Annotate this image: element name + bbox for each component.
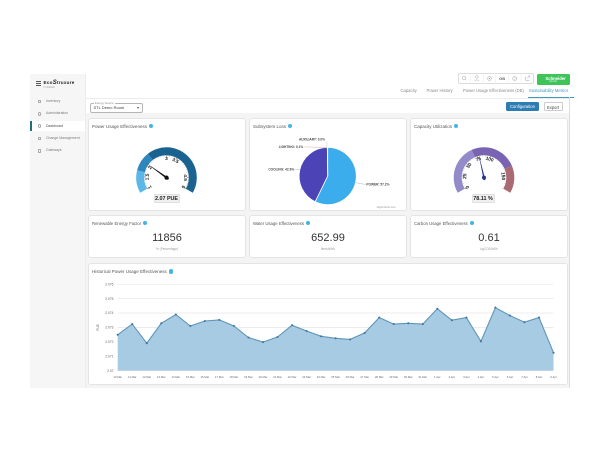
svg-text:0: 0	[464, 184, 471, 190]
svg-text:2.076: 2.076	[105, 282, 113, 286]
svg-text:20 Mar: 20 Mar	[259, 375, 268, 379]
svg-text:LIGHTING: 0.1%: LIGHTING: 0.1%	[279, 145, 304, 149]
svg-text:150: 150	[499, 172, 506, 181]
svg-text:75: 75	[475, 156, 482, 163]
svg-text:14 Mar: 14 Mar	[171, 375, 180, 379]
svg-text:2.074: 2.074	[105, 311, 113, 315]
svg-text:3: 3	[165, 156, 168, 162]
svg-text:2.072: 2.072	[105, 340, 113, 344]
svg-text:2.07: 2.07	[107, 369, 114, 373]
svg-text:2.071: 2.071	[105, 354, 113, 358]
svg-text:21 Mar: 21 Mar	[273, 375, 282, 379]
svg-text:17 Mar: 17 Mar	[215, 375, 224, 379]
svg-text:1 Apr: 1 Apr	[434, 375, 441, 379]
svg-text:15 Mar: 15 Mar	[186, 375, 195, 379]
svg-text:23 Mar: 23 Mar	[302, 375, 311, 379]
svg-text:6: 6	[179, 184, 186, 190]
svg-text:16 Mar: 16 Mar	[201, 375, 210, 379]
svg-text:24 Mar: 24 Mar	[317, 375, 326, 379]
svg-text:25 Mar: 25 Mar	[331, 375, 340, 379]
svg-text:100: 100	[485, 156, 495, 164]
svg-text:GB: GB	[499, 76, 505, 81]
svg-text:4 Apr: 4 Apr	[478, 375, 485, 379]
svg-text:2 Apr: 2 Apr	[449, 375, 456, 379]
svg-text:7 Apr: 7 Apr	[521, 375, 528, 379]
svg-text:2.073: 2.073	[105, 326, 113, 330]
svg-text:?: ?	[514, 77, 516, 81]
svg-text:30 Mar: 30 Mar	[404, 375, 413, 379]
svg-text:3 Apr: 3 Apr	[463, 375, 470, 379]
svg-text:28 Mar: 28 Mar	[375, 375, 384, 379]
svg-text:11 Mar: 11 Mar	[128, 375, 137, 379]
svg-text:1.5: 1.5	[145, 173, 151, 180]
svg-text:COOLING: 42.6%: COOLING: 42.6%	[268, 167, 294, 171]
svg-text:26 Mar: 26 Mar	[346, 375, 355, 379]
svg-text:4.5: 4.5	[182, 174, 188, 181]
svg-text:2: 2	[147, 165, 154, 171]
svg-text:18 Mar: 18 Mar	[230, 375, 239, 379]
svg-text:9 Apr: 9 Apr	[550, 375, 557, 379]
svg-text:22 Mar: 22 Mar	[288, 375, 297, 379]
svg-text:6 Apr: 6 Apr	[507, 375, 514, 379]
svg-text:8 Apr: 8 Apr	[536, 375, 543, 379]
svg-text:5 Apr: 5 Apr	[492, 375, 499, 379]
svg-text:31 Mar: 31 Mar	[418, 375, 427, 379]
svg-text:19 Mar: 19 Mar	[244, 375, 253, 379]
svg-text:Highcharts.com: Highcharts.com	[377, 205, 397, 209]
svg-text:13 Mar: 13 Mar	[157, 375, 166, 379]
svg-text:27 Mar: 27 Mar	[360, 375, 369, 379]
svg-text:3.5: 3.5	[171, 157, 180, 166]
svg-text:12 Mar: 12 Mar	[142, 375, 151, 379]
svg-text:25: 25	[462, 173, 468, 179]
svg-text:10 Mar: 10 Mar	[113, 375, 122, 379]
svg-text:PUE: PUE	[96, 324, 100, 331]
svg-text:29 Mar: 29 Mar	[389, 375, 398, 379]
svg-text:50: 50	[465, 162, 473, 170]
svg-text:2.075: 2.075	[105, 297, 113, 301]
svg-text:1: 1	[147, 184, 154, 190]
svg-text:POWER: 57.2%: POWER: 57.2%	[366, 182, 389, 186]
svg-text:AUXILIARY: 0.0%: AUXILIARY: 0.0%	[299, 138, 325, 142]
